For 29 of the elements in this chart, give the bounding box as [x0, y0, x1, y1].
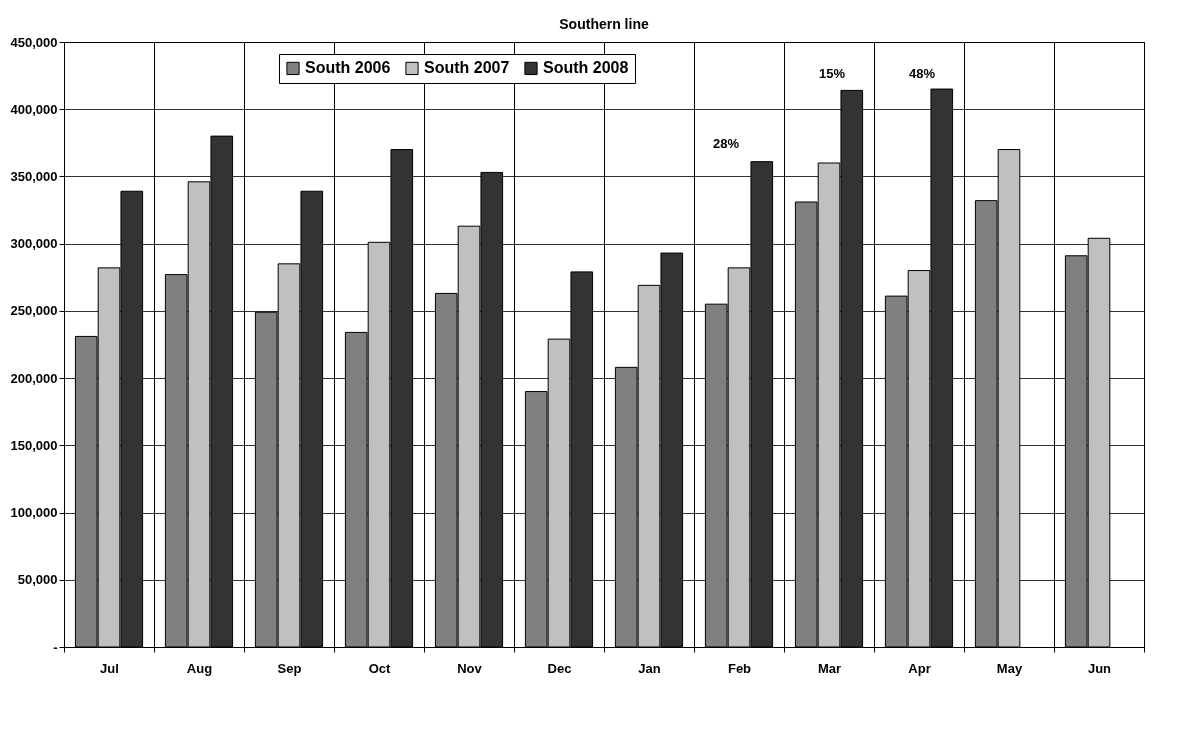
chart-title: Southern line [559, 16, 649, 32]
legend-label: South 2007 [424, 59, 510, 77]
x-tick-label: Jan [638, 660, 661, 676]
x-tick-label: Mar [817, 660, 842, 676]
y-tick-label: 350,000 [10, 168, 58, 184]
x-tick-label: Aug [186, 660, 213, 676]
annotation: 48% [908, 66, 936, 81]
x-tick-label: Dec [547, 660, 572, 676]
annotation: 28% [712, 136, 740, 151]
y-tick-label: 400,000 [10, 101, 58, 117]
x-tick-label: Sep [277, 660, 302, 676]
y-tick-label: 50,000 [17, 572, 58, 588]
x-tick-label: Nov [457, 660, 483, 676]
y-tick-label: - [53, 639, 58, 655]
y-tick-label: 200,000 [10, 370, 58, 386]
x-tick-label: Feb [727, 660, 752, 676]
legend-label: South 2008 [543, 59, 629, 77]
y-tick-label: 100,000 [10, 505, 58, 521]
y-tick-label: 250,000 [10, 303, 58, 319]
x-tick-label: Apr [908, 660, 931, 676]
x-tick-label: May [996, 660, 1023, 676]
y-tick-label: 300,000 [10, 236, 58, 252]
x-tick-label: Oct [368, 660, 392, 676]
x-tick-label: Jul [100, 660, 119, 676]
annotation: 15% [818, 66, 846, 81]
y-tick-label: 150,000 [10, 437, 58, 453]
y-tick-label: 450,000 [10, 34, 58, 50]
x-tick-label: Jun [1087, 660, 1112, 676]
legend-label: South 2006 [305, 59, 391, 77]
